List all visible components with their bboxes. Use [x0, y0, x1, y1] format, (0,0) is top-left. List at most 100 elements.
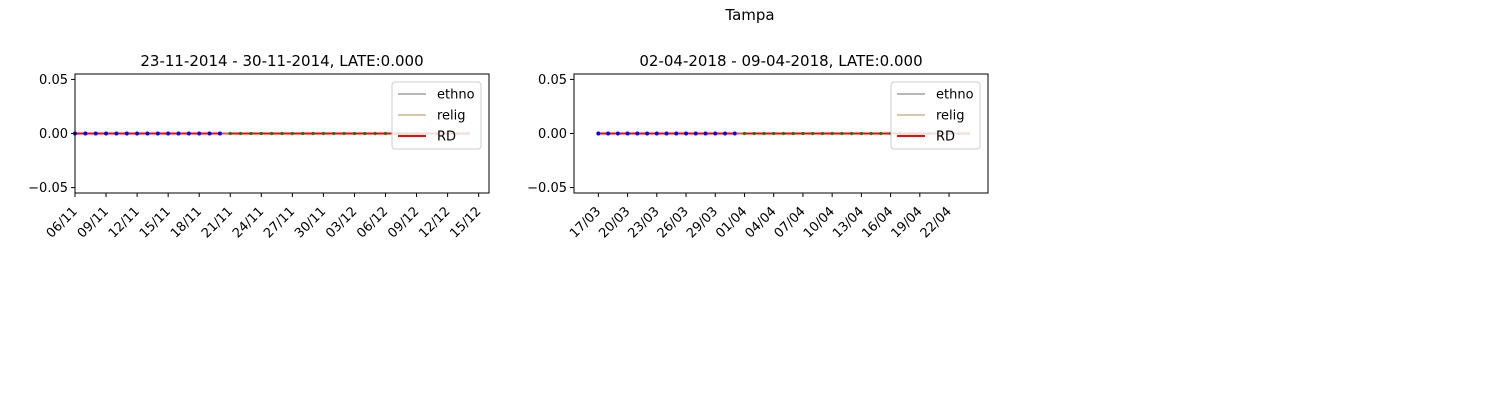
x-tick-label: 01/04 [713, 204, 750, 241]
data-point-before [197, 131, 202, 136]
data-point-before [166, 131, 171, 136]
x-tick-label: 09/11 [75, 204, 112, 241]
x-tick-label: 09/12 [385, 204, 422, 241]
data-point-after [869, 131, 873, 136]
data-point-before [217, 131, 222, 136]
data-point-after [280, 131, 284, 136]
data-point-before [606, 131, 611, 136]
x-tick-label: 10/04 [801, 204, 838, 241]
data-point-after [859, 131, 864, 136]
data-point-after [752, 131, 757, 136]
y-tick-label: 0.05 [538, 73, 567, 88]
x-tick-label: 06/12 [354, 204, 391, 241]
data-point-before [135, 131, 140, 136]
x-tick-label: 26/03 [655, 204, 692, 241]
data-point-before [674, 131, 679, 136]
data-point-after [810, 131, 815, 136]
data-point-before [722, 131, 727, 136]
x-tick-label: 03/12 [323, 204, 360, 241]
x-tick-label: 13/04 [830, 204, 867, 241]
x-tick-label: 29/03 [684, 204, 721, 241]
data-point-after [342, 131, 346, 136]
legend-box [890, 81, 981, 150]
data-point-before [713, 131, 718, 136]
x-tick-label: 04/04 [742, 204, 779, 241]
data-point-before [596, 131, 601, 136]
y-tick-label: −0.05 [527, 181, 567, 196]
data-point-after [352, 131, 357, 136]
data-point-before [176, 131, 181, 136]
data-point-before [145, 131, 150, 136]
data-point-after [290, 131, 295, 136]
data-point-before [654, 131, 659, 136]
y-tick-label: −0.05 [28, 181, 68, 196]
chart-title: 23-11-2014 - 30-11-2014, LATE:0.000 [140, 52, 423, 70]
y-tick-label: 0.00 [538, 127, 567, 142]
data-point-after [259, 131, 264, 136]
legend-label-ethno: ethno [936, 88, 974, 103]
data-point-before [703, 131, 708, 136]
figure-suptitle: Tampa [724, 6, 774, 24]
data-point-before [114, 131, 119, 136]
data-point-after [781, 131, 786, 136]
legend-label-relig: relig [936, 109, 965, 124]
data-point-after [879, 131, 883, 136]
data-point-before [83, 131, 88, 136]
x-tick-label: 27/11 [261, 204, 298, 241]
data-point-after [771, 131, 776, 136]
data-point-before [104, 131, 109, 136]
data-point-before [155, 131, 160, 136]
data-point-before [664, 131, 669, 136]
x-tick-label: 15/11 [137, 204, 174, 241]
data-point-after [321, 131, 326, 136]
x-tick-label: 30/11 [292, 204, 329, 241]
data-point-after [331, 131, 336, 136]
legend-label-RD: RD [437, 130, 456, 145]
data-point-before [732, 131, 737, 136]
x-tick-label: 23/03 [626, 204, 663, 241]
legend-label-RD: RD [936, 130, 955, 145]
x-tick-label: 12/11 [106, 204, 143, 241]
axes-frame [573, 73, 989, 194]
axes-frame [74, 73, 490, 194]
data-point-before [207, 131, 212, 136]
data-point-after [820, 131, 825, 136]
y-tick-label: 0.05 [39, 73, 68, 88]
data-point-after [238, 131, 243, 136]
legend-label-ethno: ethno [437, 88, 475, 103]
data-point-after [801, 131, 805, 136]
data-point-before [625, 131, 630, 136]
data-point-after [363, 131, 367, 136]
x-tick-label: 17/03 [567, 204, 604, 241]
data-point-before [93, 131, 98, 136]
legend-label-relig: relig [437, 109, 466, 124]
data-point-after [830, 131, 834, 136]
chart-title: 02-04-2018 - 09-04-2018, LATE:0.000 [639, 52, 922, 70]
x-tick-label: 16/04 [859, 204, 896, 241]
x-tick-label: 20/03 [596, 204, 633, 241]
x-tick-label: 21/11 [199, 204, 236, 241]
data-point-after [840, 131, 844, 136]
x-tick-label: 24/11 [230, 204, 267, 241]
x-tick-label: 22/04 [918, 204, 955, 241]
data-point-after [383, 131, 388, 136]
data-point-before [645, 131, 650, 136]
x-tick-label: 18/11 [168, 204, 205, 241]
data-point-after [228, 131, 233, 136]
data-point-after [269, 131, 274, 136]
subplot-2: 02-04-2018 - 09-04-2018, LATE:0.000 0.05 0… [527, 52, 989, 241]
data-point-after [311, 131, 315, 136]
x-tick-label: 12/12 [416, 204, 453, 241]
data-point-before [186, 131, 191, 136]
data-point-after [791, 131, 795, 136]
x-tick-label: 19/04 [889, 204, 926, 241]
x-tick-label: 06/11 [44, 204, 81, 241]
data-point-after [849, 131, 854, 136]
data-point-after [373, 131, 377, 136]
data-point-before [635, 131, 640, 136]
data-point-after [742, 131, 747, 136]
subplot-1: 23-11-2014 - 30-11-2014, LATE:0.000 0.05 0… [28, 52, 490, 241]
data-point-before [124, 131, 129, 136]
x-tick-label: 07/04 [772, 204, 809, 241]
